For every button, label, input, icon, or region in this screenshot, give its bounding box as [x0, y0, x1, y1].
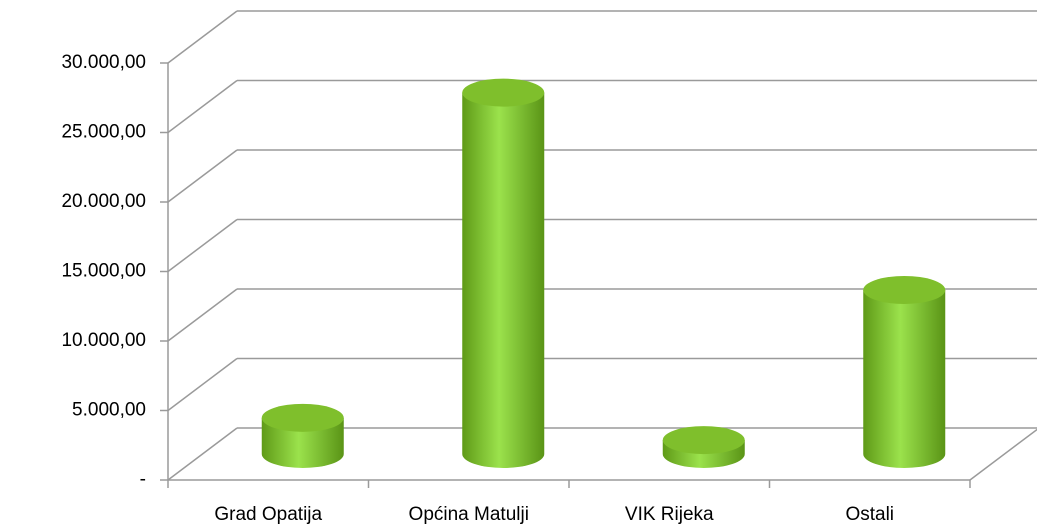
bar-body: [863, 289, 946, 469]
y-tick-label: 15.000,00: [61, 261, 146, 282]
y-tick-label: 25.000,00: [61, 122, 146, 143]
x-tick-label: Općina Matulji: [409, 504, 529, 525]
x-tick-label: Ostali: [845, 504, 894, 525]
floor-line: [969, 428, 1037, 481]
y-tick-label: 5.000,00: [72, 400, 146, 421]
y-tick-label: 20.000,00: [61, 191, 146, 212]
grid-line: [167, 149, 238, 203]
bar: [261, 403, 344, 468]
grid-line: [167, 10, 238, 64]
grid-line: [167, 218, 238, 273]
y-tick-label: -: [140, 469, 146, 490]
bar-body: [462, 92, 545, 469]
bar-top: [462, 78, 545, 107]
bar-top: [863, 275, 946, 304]
x-tick-label: VIK Rijeka: [625, 504, 714, 525]
y-tick-label: 30.000,00: [61, 52, 146, 73]
bar: [863, 275, 946, 469]
grid-line: [167, 79, 238, 134]
bar-body: [261, 417, 344, 468]
grid-line: [167, 288, 238, 342]
grid-line: [167, 427, 238, 481]
bar: [462, 78, 545, 469]
grid-line: [167, 357, 238, 412]
bar: [662, 426, 745, 469]
bar-top: [261, 403, 344, 432]
x-tick-label: Grad Opatija: [214, 504, 322, 525]
y-tick-label: 10.000,00: [61, 330, 146, 351]
bar-top: [662, 426, 745, 455]
